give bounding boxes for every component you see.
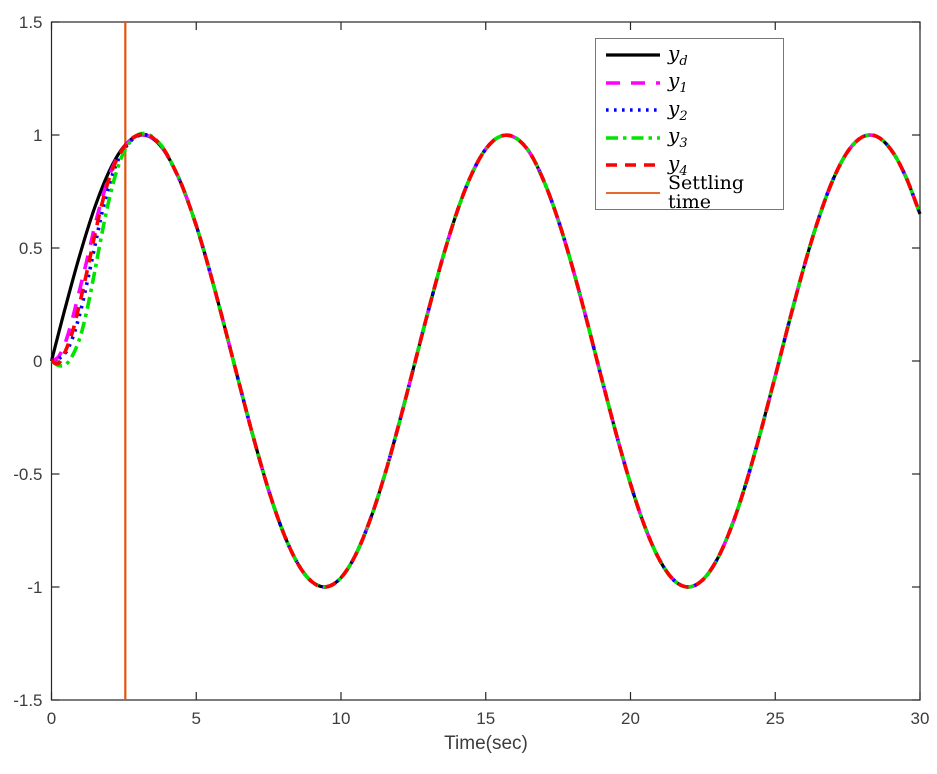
legend-label: y1 <box>668 68 688 97</box>
y-tick-label: 0.5 <box>19 239 43 258</box>
series-y_1-line <box>50 132 922 589</box>
x-tick-label: 25 <box>766 709 785 728</box>
legend-label: y4 <box>668 150 688 179</box>
legend-label: yd <box>668 40 688 69</box>
series-y_d-line <box>49 133 922 589</box>
y-tick-label: -1.5 <box>13 691 42 710</box>
x-tick-label: 10 <box>332 709 351 728</box>
x-tick-label: 15 <box>476 709 495 728</box>
y-tick-label: 0 <box>33 352 42 371</box>
legend-swatch-settling-time <box>606 191 660 194</box>
legend-label: y2 <box>668 95 688 124</box>
legend-swatch-y_2 <box>606 108 660 112</box>
legend: yd y1 y2 y3 y4 Settling time <box>595 38 784 211</box>
x-tick-label: 0 <box>47 709 56 728</box>
legend-swatch-y_4 <box>606 163 660 167</box>
axes-box <box>50 21 921 701</box>
x-axis-label: Time(sec) <box>444 733 528 754</box>
legend-item-y_4: y4 <box>596 152 783 178</box>
y-tick-label: -1 <box>27 578 42 597</box>
legend-item-y_d: yd <box>596 42 783 68</box>
x-tick-label: 5 <box>192 709 201 728</box>
x-tick-label: 20 <box>621 709 640 728</box>
legend-item-y_1: y1 <box>596 70 783 96</box>
legend-swatch-y_d <box>606 53 660 58</box>
series-y_2-line <box>50 132 922 589</box>
y-tick-label: 1 <box>33 126 42 145</box>
legend-item-settling-time: Settling time <box>596 173 783 211</box>
legend-label: Settling time <box>668 171 745 213</box>
y-tick-label: -0.5 <box>13 465 42 484</box>
series-y_4-line <box>50 132 922 589</box>
x-tick-label: 30 <box>911 709 930 728</box>
series-y_3-line <box>50 131 922 589</box>
y-tick-label: 1.5 <box>19 13 43 32</box>
legend-item-y_3: y3 <box>596 125 783 151</box>
legend-swatch-y_1 <box>606 81 660 85</box>
legend-swatch-y_3 <box>606 135 660 140</box>
legend-item-y_2: y2 <box>596 97 783 123</box>
legend-label: y3 <box>668 123 688 152</box>
